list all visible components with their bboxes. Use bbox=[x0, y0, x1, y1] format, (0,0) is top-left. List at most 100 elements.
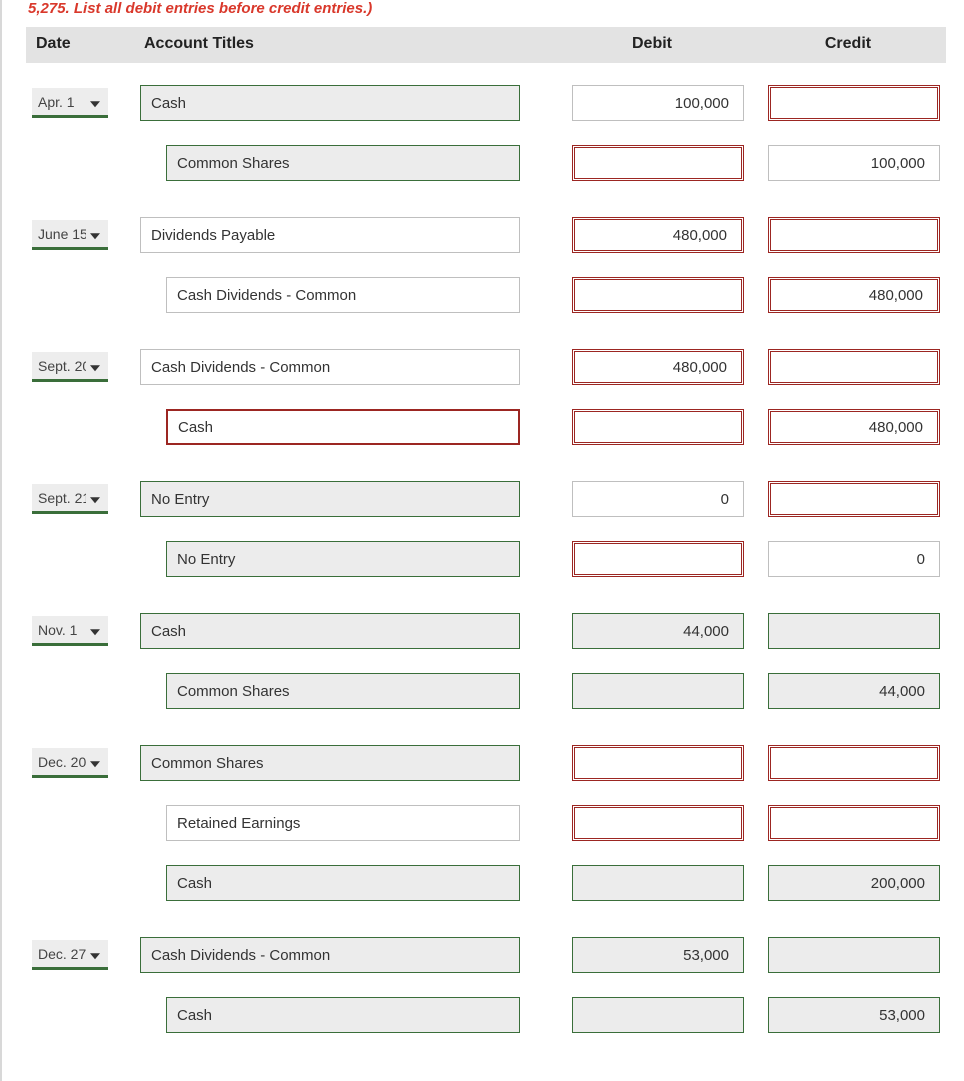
journal-row bbox=[26, 849, 946, 909]
account-title-input[interactable] bbox=[166, 277, 520, 313]
credit-input[interactable] bbox=[768, 277, 940, 313]
account-cell bbox=[134, 393, 554, 453]
debit-cell bbox=[554, 717, 750, 789]
account-cell bbox=[134, 453, 554, 525]
date-select[interactable]: Sept. 20 bbox=[32, 352, 108, 382]
debit-cell bbox=[554, 393, 750, 453]
credit-input[interactable] bbox=[768, 673, 940, 709]
credit-cell bbox=[750, 321, 946, 393]
credit-cell bbox=[750, 261, 946, 321]
header-row: Date Account Titles Debit Credit bbox=[26, 27, 946, 63]
account-title-input[interactable] bbox=[140, 745, 520, 781]
date-select[interactable]: Apr. 1 bbox=[32, 88, 108, 118]
debit-cell bbox=[554, 63, 750, 129]
debit-input[interactable] bbox=[572, 745, 744, 781]
account-cell bbox=[134, 63, 554, 129]
journal-body: Apr. 1 June 15 Sept. 20 Sept. 21 Nov. 1 Dec. … bbox=[26, 63, 946, 1041]
debit-input[interactable] bbox=[572, 481, 744, 517]
debit-cell bbox=[554, 525, 750, 585]
journal-row: Apr. 1 bbox=[26, 63, 946, 129]
debit-input[interactable] bbox=[572, 805, 744, 841]
account-cell bbox=[134, 849, 554, 909]
date-cell: Sept. 21 bbox=[26, 453, 134, 525]
debit-input[interactable] bbox=[572, 673, 744, 709]
credit-cell bbox=[750, 63, 946, 129]
account-title-input[interactable] bbox=[166, 865, 520, 901]
date-select-wrap: Sept. 20 bbox=[32, 352, 108, 382]
debit-input[interactable] bbox=[572, 937, 744, 973]
debit-input[interactable] bbox=[572, 613, 744, 649]
debit-input[interactable] bbox=[572, 409, 744, 445]
account-title-input[interactable] bbox=[166, 805, 520, 841]
date-cell: Apr. 1 bbox=[26, 63, 134, 129]
credit-input[interactable] bbox=[768, 349, 940, 385]
date-select[interactable]: Sept. 21 bbox=[32, 484, 108, 514]
credit-input[interactable] bbox=[768, 865, 940, 901]
account-title-input[interactable] bbox=[166, 409, 520, 445]
credit-cell bbox=[750, 849, 946, 909]
debit-input[interactable] bbox=[572, 541, 744, 577]
date-cell bbox=[26, 981, 134, 1041]
date-cell bbox=[26, 789, 134, 849]
account-title-input[interactable] bbox=[140, 613, 520, 649]
date-cell bbox=[26, 129, 134, 189]
debit-input[interactable] bbox=[572, 277, 744, 313]
credit-cell bbox=[750, 585, 946, 657]
credit-input[interactable] bbox=[768, 613, 940, 649]
debit-input[interactable] bbox=[572, 997, 744, 1033]
debit-input[interactable] bbox=[572, 145, 744, 181]
account-title-input[interactable] bbox=[166, 145, 520, 181]
debit-cell bbox=[554, 261, 750, 321]
account-title-input[interactable] bbox=[140, 349, 520, 385]
account-title-input[interactable] bbox=[166, 997, 520, 1033]
journal-row: Sept. 21 bbox=[26, 453, 946, 525]
debit-cell bbox=[554, 189, 750, 261]
credit-input[interactable] bbox=[768, 937, 940, 973]
debit-cell bbox=[554, 321, 750, 393]
instruction-text: 5,275. List all debit entries before cre… bbox=[26, 0, 946, 27]
account-title-input[interactable] bbox=[140, 85, 520, 121]
header-debit: Debit bbox=[554, 27, 750, 63]
credit-input[interactable] bbox=[768, 541, 940, 577]
account-cell bbox=[134, 261, 554, 321]
account-title-input[interactable] bbox=[140, 217, 520, 253]
credit-cell bbox=[750, 981, 946, 1041]
date-select[interactable]: Dec. 27 bbox=[32, 940, 108, 970]
date-cell bbox=[26, 261, 134, 321]
debit-input[interactable] bbox=[572, 349, 744, 385]
journal-row bbox=[26, 657, 946, 717]
journal-row bbox=[26, 525, 946, 585]
debit-cell bbox=[554, 657, 750, 717]
account-title-input[interactable] bbox=[140, 481, 520, 517]
credit-input[interactable] bbox=[768, 409, 940, 445]
account-title-input[interactable] bbox=[140, 937, 520, 973]
credit-cell bbox=[750, 393, 946, 453]
date-select[interactable]: Nov. 1 bbox=[32, 616, 108, 646]
credit-input[interactable] bbox=[768, 85, 940, 121]
debit-cell bbox=[554, 453, 750, 525]
account-title-input[interactable] bbox=[166, 673, 520, 709]
credit-cell bbox=[750, 453, 946, 525]
debit-input[interactable] bbox=[572, 217, 744, 253]
journal-row: Nov. 1 bbox=[26, 585, 946, 657]
journal-entry-page: 5,275. List all debit entries before cre… bbox=[0, 0, 964, 1081]
debit-input[interactable] bbox=[572, 85, 744, 121]
debit-cell bbox=[554, 129, 750, 189]
credit-input[interactable] bbox=[768, 745, 940, 781]
credit-input[interactable] bbox=[768, 217, 940, 253]
credit-input[interactable] bbox=[768, 481, 940, 517]
credit-input[interactable] bbox=[768, 145, 940, 181]
account-cell bbox=[134, 909, 554, 981]
journal-table: Date Account Titles Debit Credit Apr. 1 J… bbox=[26, 27, 946, 1041]
debit-cell bbox=[554, 585, 750, 657]
credit-input[interactable] bbox=[768, 997, 940, 1033]
date-select-wrap: Apr. 1 bbox=[32, 88, 108, 118]
date-select[interactable]: Dec. 20 bbox=[32, 748, 108, 778]
header-account: Account Titles bbox=[134, 27, 554, 63]
journal-row bbox=[26, 129, 946, 189]
date-select[interactable]: June 15 bbox=[32, 220, 108, 250]
date-cell: Dec. 20 bbox=[26, 717, 134, 789]
debit-input[interactable] bbox=[572, 865, 744, 901]
account-title-input[interactable] bbox=[166, 541, 520, 577]
credit-input[interactable] bbox=[768, 805, 940, 841]
